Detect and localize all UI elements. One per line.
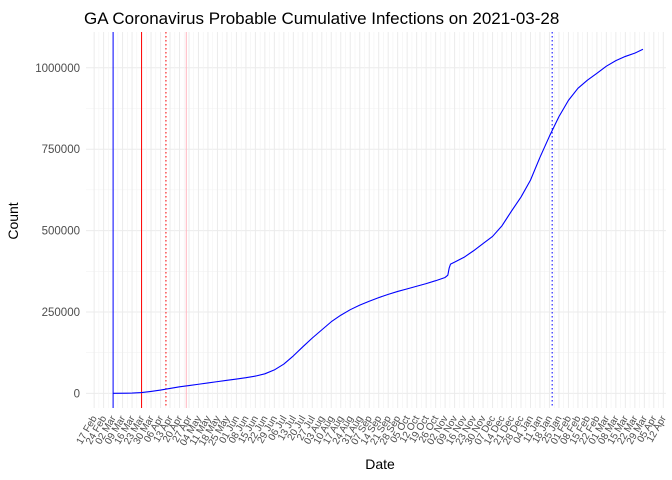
y-tick-label: 0 bbox=[74, 388, 80, 400]
reference-lines bbox=[112, 32, 553, 408]
x-axis-title: Date bbox=[365, 456, 395, 472]
y-tick-label: 750000 bbox=[42, 144, 80, 156]
series-line-cumulative-infections bbox=[113, 48, 644, 394]
y-axis-title: Count bbox=[5, 202, 21, 239]
y-tick-label: 500000 bbox=[42, 226, 80, 238]
y-tick-label: 1000000 bbox=[35, 63, 80, 75]
chart-title: GA Coronavirus Probable Cumulative Infec… bbox=[84, 9, 559, 28]
series-layer bbox=[113, 48, 644, 394]
y-tick-label: 250000 bbox=[42, 307, 80, 319]
y-axis-ticks: 0 250000 500000 750000 1000000 bbox=[35, 63, 80, 401]
